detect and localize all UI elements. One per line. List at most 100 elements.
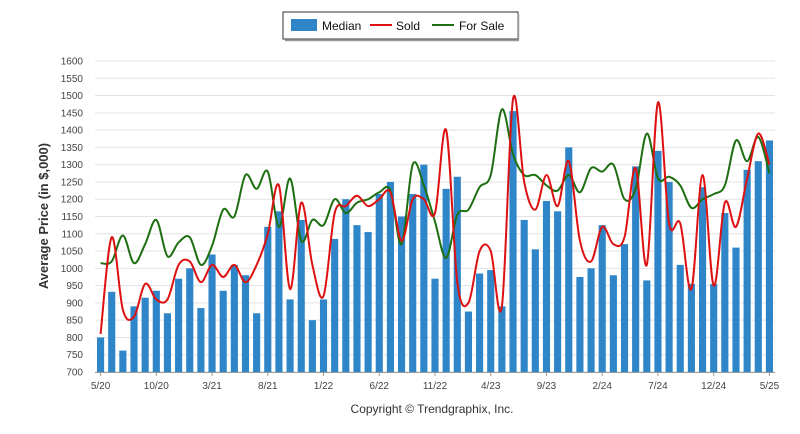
- x-tick-label: 8/21: [258, 381, 278, 392]
- y-tick-label: 1150: [61, 212, 83, 223]
- median-bar: [487, 270, 495, 372]
- median-bar: [687, 283, 695, 372]
- legend-label-for-sale: For Sale: [459, 19, 505, 33]
- y-tick-label: 900: [66, 298, 83, 309]
- median-bar: [721, 213, 729, 372]
- median-bar: [554, 211, 562, 372]
- y-tick-label: 1450: [61, 108, 84, 119]
- y-tick-label: 700: [66, 368, 83, 379]
- x-tick-label: 4/23: [481, 381, 501, 392]
- y-tick-label: 1500: [61, 91, 84, 102]
- median-bar: [275, 211, 283, 372]
- median-bar: [665, 181, 673, 372]
- x-tick-label: 5/20: [91, 381, 111, 392]
- x-tick-label: 3/21: [202, 381, 222, 392]
- x-tick-label: 6/22: [370, 381, 390, 392]
- median-bar: [130, 306, 138, 372]
- x-tick-label: 9/23: [537, 381, 557, 392]
- median-bars: [97, 111, 773, 372]
- x-axis: 5/20 10/20 3/21 8/21 1/22 6/22 11/22 4/23 9/23 2/…: [91, 372, 780, 392]
- median-bar: [397, 216, 406, 372]
- y-tick-label: 1000: [61, 264, 84, 275]
- legend-label-median: Median: [322, 19, 361, 33]
- y-axis-ticks: 700 750 800 850 900 950 1000 1050 1100 1150 1200 12…: [61, 57, 84, 379]
- median-bar: [464, 311, 473, 372]
- median-bar: [230, 264, 238, 372]
- y-tick-label: 1050: [61, 247, 84, 258]
- median-bar: [609, 275, 617, 372]
- median-bar: [319, 299, 328, 372]
- median-bar: [308, 320, 316, 372]
- median-bar: [676, 264, 684, 372]
- median-bar: [342, 199, 350, 372]
- x-tick-label: 5/25: [760, 381, 780, 392]
- median-bar: [208, 254, 216, 372]
- y-tick-label: 750: [66, 350, 83, 361]
- median-bar: [119, 350, 127, 372]
- median-bar: [531, 249, 539, 372]
- median-bar: [175, 278, 183, 372]
- median-bar: [331, 238, 339, 372]
- x-tick-label: 1/22: [314, 381, 334, 392]
- median-bar: [431, 278, 439, 372]
- y-tick-label: 1300: [61, 160, 84, 171]
- x-tick-label: 12/24: [701, 381, 726, 392]
- x-tick-label: 2/24: [592, 381, 612, 392]
- median-bar: [420, 164, 428, 372]
- median-bar: [476, 273, 484, 372]
- median-bar: [375, 194, 383, 372]
- median-bar: [710, 283, 718, 372]
- median-bar: [643, 280, 651, 372]
- median-bar: [286, 299, 294, 372]
- median-bar: [498, 306, 506, 372]
- y-tick-label: 1400: [61, 126, 84, 137]
- y-tick-label: 1600: [61, 57, 84, 68]
- y-tick-label: 950: [66, 281, 83, 292]
- median-bar: [732, 247, 740, 372]
- y-tick-label: 1350: [61, 143, 84, 154]
- median-bar: [654, 150, 662, 372]
- median-bar: [520, 219, 528, 372]
- median-bar: [632, 166, 640, 372]
- y-tick-label: 1200: [61, 195, 84, 206]
- median-bar: [509, 111, 517, 372]
- median-bar: [219, 290, 227, 372]
- y-tick-label: 1550: [61, 74, 84, 85]
- trend-lines: [99, 94, 771, 335]
- median-bar: [743, 169, 751, 372]
- y-tick-label: 1100: [61, 229, 83, 240]
- copyright-text: Copyright © Trendgraphix, Inc.: [351, 402, 514, 416]
- median-bar: [353, 225, 361, 372]
- median-bar: [197, 308, 205, 372]
- median-bar: [264, 226, 272, 372]
- legend-label-sold: Sold: [396, 19, 420, 33]
- median-bar: [576, 276, 584, 372]
- median-bar: [620, 244, 629, 372]
- median-bar: [409, 194, 417, 372]
- median-bar: [386, 181, 394, 372]
- for-sale-line: [100, 108, 771, 266]
- x-tick-label: 10/20: [144, 381, 169, 392]
- median-bar: [297, 219, 305, 372]
- sold-line: [99, 94, 771, 335]
- median-bar: [97, 337, 105, 372]
- median-bar: [141, 297, 149, 372]
- legend: Median Sold For Sale: [282, 11, 520, 42]
- median-bar: [587, 268, 595, 372]
- y-axis-title: Average Price (in $,000): [36, 143, 51, 289]
- x-tick-label: 11/22: [423, 381, 448, 392]
- median-bar: [542, 200, 551, 372]
- y-tick-label: 800: [66, 333, 83, 344]
- median-bar: [152, 290, 160, 372]
- median-bar: [108, 291, 116, 372]
- median-bar: [253, 313, 261, 372]
- median-bar: [598, 225, 606, 372]
- y-tick-label: 850: [66, 316, 83, 327]
- median-bar: [754, 161, 762, 372]
- median-bar: [364, 232, 372, 372]
- median-bar: [442, 188, 450, 372]
- median-bar: [163, 313, 172, 372]
- median-bar: [565, 147, 573, 372]
- median-bar: [698, 187, 707, 372]
